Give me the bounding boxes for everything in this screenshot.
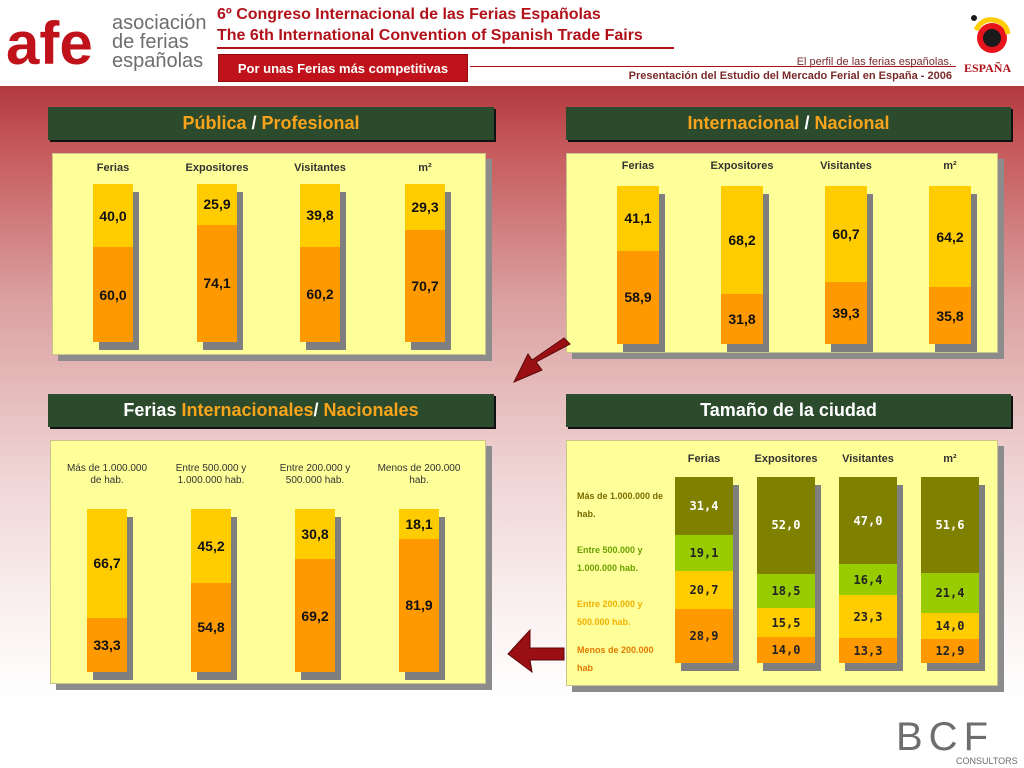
category-label: Visitantes xyxy=(820,160,872,172)
bar-segment: 51,6 xyxy=(921,477,979,574)
category-label: Ferias xyxy=(687,453,721,465)
subtitle-1: El perfil de las ferias españolas. xyxy=(796,56,952,68)
bar-segment: 18,5 xyxy=(757,573,815,609)
bar-segment-top: 41,1 xyxy=(617,186,659,251)
bar-segment-bottom: 54,8 xyxy=(191,582,231,672)
title-part: Ferias xyxy=(123,400,182,420)
bar-segment-bottom: 58,9 xyxy=(617,250,659,344)
bar-segment: 52,0 xyxy=(757,477,815,574)
legend-entry: Más de 1.000.000 de hab. xyxy=(577,491,664,519)
title-part: Internacional xyxy=(687,113,800,133)
bar-segment-bottom: 60,2 xyxy=(300,246,340,342)
org-line-3: españolas xyxy=(112,50,204,72)
bar-segment-bottom: 69,2 xyxy=(295,559,335,672)
category-label: Menos de 200.000 hab. xyxy=(377,463,461,486)
header: afe asociación de ferias españolas 6º Co… xyxy=(0,0,1024,86)
svg-text:CONSULTORS: CONSULTORS xyxy=(956,756,1018,766)
category-label: m² xyxy=(418,162,432,174)
bar-segment-bottom: 74,1 xyxy=(197,224,237,342)
bar-segment-top: 68,2 xyxy=(721,186,763,294)
legend-entry: Menos de 200.000 hab xyxy=(577,645,654,673)
bar-segment-bottom: 81,9 xyxy=(399,538,439,672)
chart-tamano-ciudad: Ferias 28,9 20,7 19,1 31,4 Expositores 14,0 15,… xyxy=(566,440,998,686)
category-label: Entre 200.000 y 500.000 hab. xyxy=(279,463,351,486)
bcf-consultors-logo-icon: BCF CONSULTORS xyxy=(896,715,1018,766)
slogan-banner: Por unas Ferias más competitivas xyxy=(218,54,468,82)
afe-logo-icon: afe xyxy=(6,14,93,74)
title-part: / xyxy=(313,400,324,420)
org-name: asociación de ferias españolas xyxy=(112,12,207,72)
panel-title-ferias-internacionales: Ferias Internacionales/ Nacionales xyxy=(48,394,494,427)
category-label: Más de 1.000.000 de hab. xyxy=(66,463,148,486)
category-label: Expositores xyxy=(754,453,818,465)
bar-segment-top: 30,8 xyxy=(295,509,335,560)
bar-segment-top: 29,3 xyxy=(405,184,445,231)
panel-title-tamano-ciudad: Tamaño de la ciudad xyxy=(566,394,1011,427)
bar-segment: 15,5 xyxy=(757,608,815,637)
org-line-2: de ferias xyxy=(112,31,189,53)
chart-ferias-internacionales-nacionales: Más de 1.000.000 de hab. 66,7 33,3 Entre 50… xyxy=(50,440,486,684)
category-label: Ferias xyxy=(621,160,655,172)
category-label: m² xyxy=(943,453,957,465)
subtitle-2: Presentación del Estudio del Mercado Fer… xyxy=(628,70,952,82)
bar-segment-top: 39,8 xyxy=(300,184,340,247)
bar-segment: 21,4 xyxy=(921,573,979,613)
chart-publica-profesional: Ferias 40,0 60,0 Expositores 25,9 74,1 Visitan… xyxy=(52,153,486,355)
bar-segment-bottom: 70,7 xyxy=(405,230,445,342)
title-part: Pública xyxy=(182,113,247,133)
panel-title-internacional-nacional: Internacional / Nacional xyxy=(566,107,1011,140)
category-label: m² xyxy=(943,160,957,172)
title-part: Profesional xyxy=(261,113,360,133)
chart-internacional-nacional: Ferias 41,1 58,9 Expositores 68,2 31,8 Visitan… xyxy=(566,153,998,353)
bar-segment-bottom: 33,3 xyxy=(87,617,127,672)
bar-segment-bottom: 60,0 xyxy=(93,247,133,342)
panel-title-publica-profesional: Pública / Profesional xyxy=(48,107,494,140)
bar-segment: 31,4 xyxy=(675,477,733,536)
bar-segment: 16,4 xyxy=(839,564,897,595)
header-rule xyxy=(470,66,956,67)
legend-entry: Entre 500.000 y 1.000.000 hab. xyxy=(577,545,643,573)
bar-segment: 14,0 xyxy=(757,636,815,663)
svg-text:ESPAÑA: ESPAÑA xyxy=(964,61,1011,75)
title-spanish: 6º Congreso Internacional de las Ferias … xyxy=(217,6,601,23)
svg-text:BCF: BCF xyxy=(896,715,994,759)
category-label: Ferias xyxy=(96,162,130,174)
title-part: Internacionales xyxy=(181,400,314,420)
bar-segment-top: 64,2 xyxy=(929,186,971,288)
bar-segment-top: 45,2 xyxy=(191,509,231,583)
category-label: Visitantes xyxy=(842,453,894,465)
bar-segment-top: 40,0 xyxy=(93,184,133,248)
espana-sun-logo-icon: ESPAÑA xyxy=(964,15,1011,75)
bar-segment-bottom: 39,3 xyxy=(825,281,867,344)
title-english: The 6th International Convention of Span… xyxy=(217,27,643,44)
bar-segment-top: 18,1 xyxy=(399,509,439,539)
title-part: Nacionales xyxy=(323,400,419,420)
category-label: Visitantes xyxy=(294,162,346,174)
arrow-left-icon xyxy=(507,628,565,674)
title-part: / xyxy=(799,113,815,133)
bar-segment: 20,7 xyxy=(675,570,733,610)
bar-segment-bottom: 31,8 xyxy=(721,293,763,344)
title-part: Nacional xyxy=(814,113,890,133)
bar-segment: 23,3 xyxy=(839,594,897,639)
bar-segment-bottom: 35,8 xyxy=(929,287,971,344)
bar-segment-top: 60,7 xyxy=(825,186,867,282)
category-label: Entre 500.000 y 1.000.000 hab. xyxy=(175,463,247,486)
arrow-down-left-icon xyxy=(512,337,571,383)
bar-segment: 12,9 xyxy=(921,638,979,663)
bar-segment-top: 66,7 xyxy=(87,509,127,618)
category-label: Expositores xyxy=(710,160,774,172)
bar-segment: 47,0 xyxy=(839,477,897,565)
bar-segment: 14,0 xyxy=(921,612,979,639)
svg-text:afe: afe xyxy=(6,14,93,74)
title-underline xyxy=(217,47,674,49)
legend-entry: Entre 200.000 y 500.000 hab. xyxy=(577,599,643,627)
bar-segment: 28,9 xyxy=(675,609,733,663)
bar-segment-top: 25,9 xyxy=(197,184,237,225)
bar-segment: 13,3 xyxy=(839,638,897,663)
category-label: Expositores xyxy=(185,162,249,174)
bar-segment: 19,1 xyxy=(675,535,733,571)
title-part: / xyxy=(246,113,262,133)
org-line-1: asociación xyxy=(112,12,207,34)
